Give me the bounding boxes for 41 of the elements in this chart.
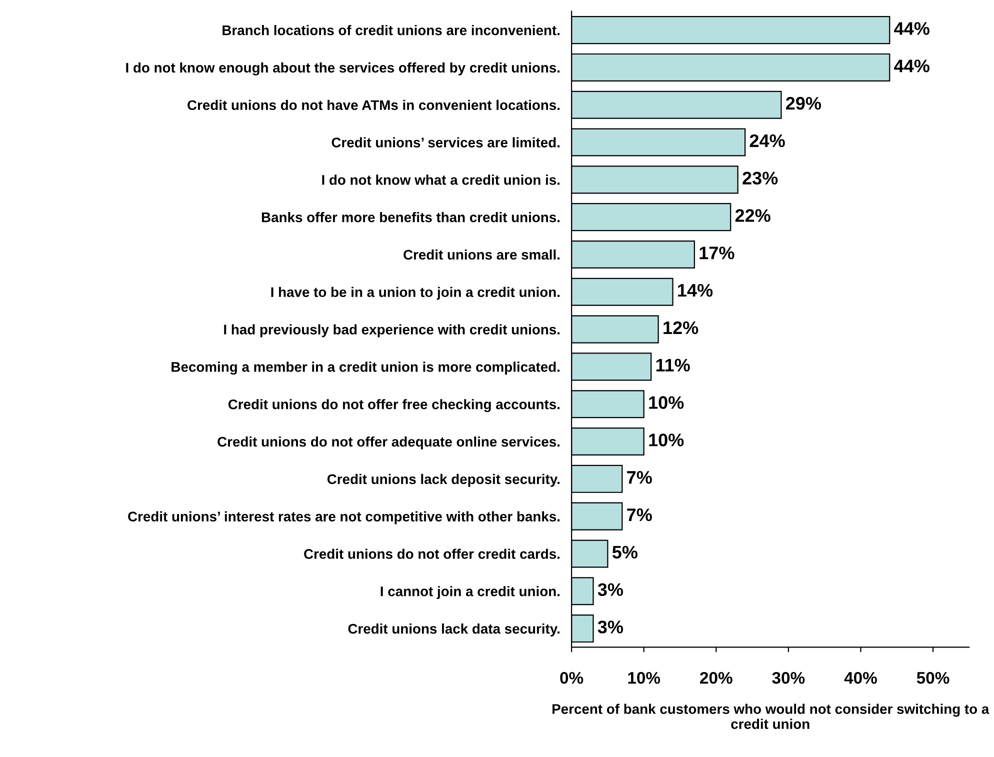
y-tick-label: Credit unions do not offer free checking accounts.: [228, 399, 560, 412]
data-label: 29%: [786, 96, 822, 110]
data-label: 17%: [700, 246, 734, 260]
y-tick-label: Credit unions do not have ATMs in convenient locations.: [188, 100, 560, 110]
x-tick-label: 40%: [844, 672, 877, 684]
data-label: 3%: [598, 620, 624, 634]
data-label: 7%: [627, 508, 652, 522]
x-tick-label: 0%: [560, 672, 584, 684]
data-label: 44%: [894, 22, 930, 35]
x-tick-label: 30%: [772, 672, 805, 684]
x-tick-label: 50%: [916, 672, 950, 684]
y-tick-label: Becoming a member in a credit union is more complicated.: [172, 362, 560, 375]
y-tick-label: I had previously bad experience with credit unions.: [224, 324, 560, 338]
y-tick-label: Credit unions do not offer credit cards.: [304, 548, 560, 559]
y-tick-label: Branch locations of credit unions are inconvenient.: [222, 25, 560, 36]
y-tick-label: Banks offer more benefits than credit unions.: [262, 212, 560, 222]
data-label: 44%: [894, 60, 930, 72]
data-label: 5%: [612, 546, 638, 559]
data-label: 12%: [664, 321, 698, 334]
data-label: 23%: [742, 172, 778, 185]
y-tick-label: I have to be in a union to join a credit union.: [271, 286, 560, 300]
x-axis-title: Percent of bank customers who would not consider switching to a credit union: [552, 704, 990, 729]
y-tick-label: I cannot join a credit union.: [380, 586, 560, 600]
data-label: 22%: [735, 209, 770, 222]
data-label: 3%: [598, 583, 624, 596]
y-tick-label: I do not know what a credit union is.: [322, 174, 560, 185]
x-tick-label: 20%: [700, 672, 732, 684]
data-label: 11%: [656, 358, 690, 372]
y-tick-label: Credit unions’ services are limited.: [332, 137, 560, 148]
y-tick-label: Credit unions lack data security.: [348, 624, 560, 636]
data-label: 10%: [649, 434, 684, 446]
y-tick-label: Credit unions lack deposit security.: [327, 474, 560, 487]
data-label: 24%: [750, 134, 785, 148]
y-tick-label: I do not know enough about the services offered by credit unions.: [126, 62, 560, 76]
y-tick-label: Credit unions are small.: [404, 249, 560, 260]
x-tick-label: 10%: [628, 672, 660, 684]
data-label: 10%: [649, 396, 684, 409]
data-label: 7%: [627, 471, 652, 484]
data-label: 14%: [678, 284, 713, 297]
y-tick-label: Credit unions do not offer adequate online services.: [218, 436, 560, 450]
y-tick-label: Credit unions’ interest rates are not competitive with other banks.: [128, 511, 560, 524]
